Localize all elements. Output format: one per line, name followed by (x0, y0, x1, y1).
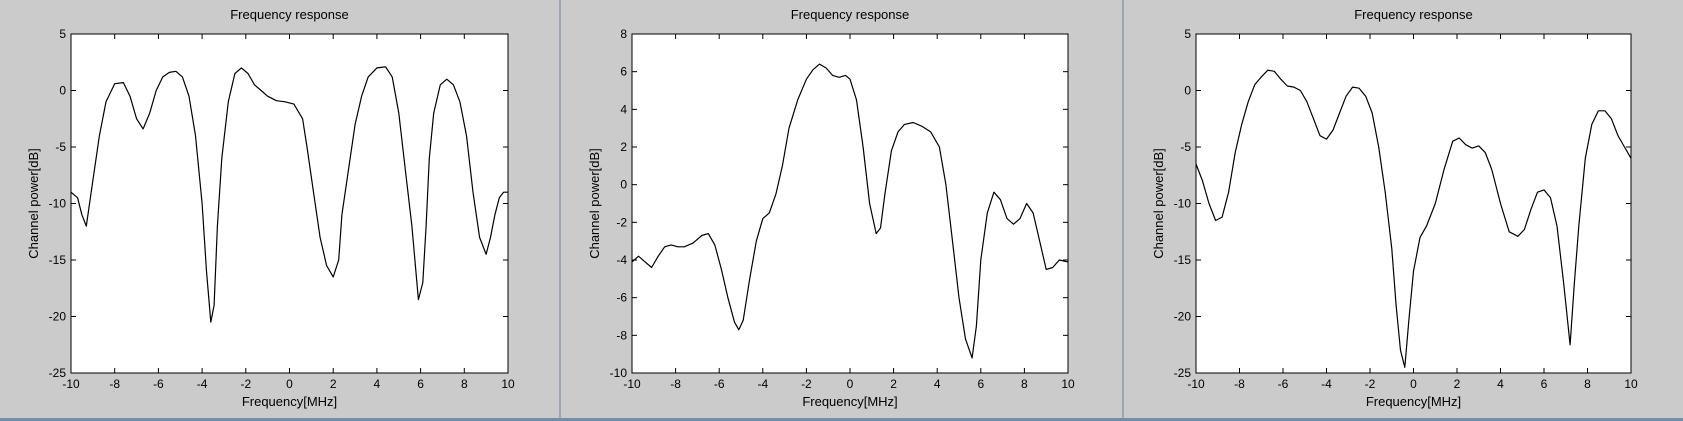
x-tick-label: 8 (461, 377, 468, 391)
chart-3: -10 -8 -6 -4 -2 0 2 4 6 8 1050-5-10-15-20-25Freque… (1151, 7, 1638, 409)
y-tick-label: 5 (1184, 27, 1191, 41)
x-tick-label: 0 (286, 377, 293, 391)
x-tick-label: -10 (623, 377, 641, 391)
x-tick-label: 6 (417, 377, 424, 391)
x-axis-label: Frequency[MHz] (1366, 394, 1461, 409)
x-tick-label: 10 (1061, 377, 1075, 391)
y-axis-label: Channel power[dB] (26, 148, 41, 259)
y-tick-label: -10 (610, 366, 628, 380)
window-bottom-border (0, 418, 1683, 421)
y-axis-label: Channel power[dB] (1151, 148, 1166, 259)
y-tick-label: -4 (616, 253, 627, 267)
y-tick-label: -20 (49, 310, 67, 324)
y-tick-label: 0 (59, 84, 66, 98)
x-tick-label: 4 (934, 377, 941, 391)
x-tick-label: 0 (1410, 377, 1417, 391)
series-line (631, 63, 1069, 359)
x-tick-label: -6 (153, 377, 164, 391)
x-tick-label: 4 (1497, 377, 1504, 391)
series-line (70, 66, 508, 323)
x-tick-label: 10 (1624, 377, 1638, 391)
chart-title: Frequency response (1354, 7, 1473, 22)
y-tick-label: 8 (620, 27, 627, 41)
y-tick-label: -8 (616, 328, 627, 342)
x-tick-label: 10 (501, 377, 515, 391)
x-tick-label: 0 (847, 377, 854, 391)
window-divider (559, 0, 561, 421)
x-tick-label: -4 (197, 377, 208, 391)
chart-2: -10 -8 -6 -4 -2 0 2 4 6 8 10 8 6 4 2 0 -2 -4 -6 -8 -10 Freque… (587, 7, 1075, 409)
y-tick-label: 2 (620, 140, 627, 154)
plot-area (1195, 33, 1632, 374)
y-tick-label: -2 (616, 215, 627, 229)
y-tick-label: -5 (55, 140, 66, 154)
x-tick-label: -10 (62, 377, 80, 391)
x-tick-label: -8 (109, 377, 120, 391)
x-tick-label: 6 (977, 377, 984, 391)
x-tick-label: -6 (714, 377, 725, 391)
y-tick-label: 4 (620, 102, 627, 116)
y-axis-label: Channel power[dB] (587, 148, 602, 259)
y-tick-label: -20 (1174, 310, 1192, 324)
window-divider (1122, 0, 1124, 421)
x-tick-label: 2 (1454, 377, 1461, 391)
y-tick-label: -25 (1174, 366, 1192, 380)
y-tick-label: 5 (59, 27, 66, 41)
x-tick-label: -6 (1278, 377, 1289, 391)
y-tick-label: -15 (1174, 253, 1192, 267)
x-tick-label: -2 (240, 377, 251, 391)
x-tick-label: -8 (1234, 377, 1245, 391)
x-axis-label: Frequency[MHz] (802, 394, 897, 409)
chart-1: -10 -8 -6 -4 -2 0 2 4 6 8 1050-5-10-15-20-25Freque… (26, 7, 515, 409)
chart-title: Frequency response (230, 7, 349, 22)
y-tick-label: 6 (620, 65, 627, 79)
x-tick-label: -8 (670, 377, 681, 391)
x-tick-label: 6 (1541, 377, 1548, 391)
x-tick-label: -2 (1365, 377, 1376, 391)
y-tick-label: -6 (616, 291, 627, 305)
x-tick-label: 8 (1584, 377, 1591, 391)
y-tick-label: -25 (49, 366, 67, 380)
y-tick-label: 0 (1184, 84, 1191, 98)
x-tick-label: 4 (374, 377, 381, 391)
x-tick-label: -4 (757, 377, 768, 391)
y-tick-label: -10 (49, 197, 67, 211)
x-tick-label: 2 (330, 377, 337, 391)
plot-area (70, 33, 509, 374)
x-axis-label: Frequency[MHz] (242, 394, 337, 409)
x-tick-label: -2 (801, 377, 812, 391)
x-tick-label: -4 (1321, 377, 1332, 391)
chart-title: Frequency response (791, 7, 910, 22)
x-tick-label: 2 (890, 377, 897, 391)
y-tick-label: -15 (49, 253, 67, 267)
x-tick-label: 8 (1021, 377, 1028, 391)
y-tick-label: -5 (1180, 140, 1191, 154)
plot-area (631, 33, 1069, 374)
series-line (1195, 69, 1632, 368)
y-tick-label: -10 (1174, 197, 1192, 211)
y-tick-label: 0 (620, 178, 627, 192)
x-tick-label: -10 (1187, 377, 1205, 391)
